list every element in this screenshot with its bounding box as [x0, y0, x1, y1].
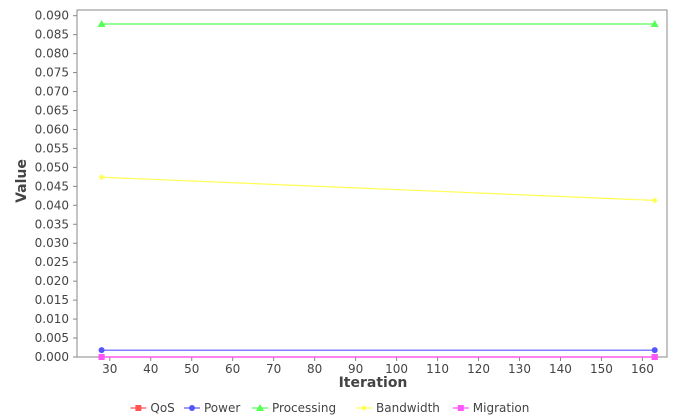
y-tick-label: 0.000 — [35, 350, 69, 364]
legend-label: Power — [204, 401, 240, 415]
plot-area — [76, 9, 668, 358]
legend-item-bandwidth: Bandwidth — [356, 401, 440, 415]
legend-label: Bandwidth — [376, 401, 440, 415]
y-tick-label: 0.060 — [35, 122, 69, 136]
y-tick-label: 0.040 — [35, 198, 69, 212]
data-point — [651, 197, 658, 204]
x-axis-ticks: 30 40 50 60 70 80 90 100 110 120 130 140 150 160 — [102, 357, 654, 376]
series-bandwidth — [98, 174, 658, 204]
data-point — [97, 20, 106, 28]
series-migration — [98, 354, 658, 360]
series-layer — [97, 20, 659, 360]
y-axis-ticks: 0.000 0.005 0.010 0.015 0.020 0.025 0.030 0.035… — [35, 9, 77, 364]
y-tick-label: 0.090 — [35, 9, 69, 23]
y-axis-title: Value — [14, 159, 30, 203]
x-tick-label: 140 — [549, 362, 572, 376]
data-point — [256, 404, 264, 411]
y-tick-label: 0.050 — [35, 160, 69, 174]
data-point — [98, 174, 105, 181]
y-tick-label: 0.010 — [35, 312, 69, 326]
x-axis-title: Iteration — [339, 375, 408, 391]
legend-label: QoS — [150, 401, 174, 415]
x-tick-label: 30 — [102, 362, 117, 376]
series-line — [101, 176, 655, 201]
legend-item-qos: QoS — [130, 401, 175, 415]
x-tick-label: 50 — [184, 362, 199, 376]
y-tick-label: 0.020 — [35, 274, 69, 288]
data-point — [135, 405, 142, 411]
x-tick-label: 130 — [508, 362, 531, 376]
legend-item-power: Power — [184, 401, 240, 415]
y-tick-label: 0.080 — [35, 47, 69, 61]
data-point — [98, 347, 105, 354]
data-point — [189, 405, 195, 411]
y-tick-label: 0.015 — [35, 293, 69, 307]
legend-item-processing: Processing — [252, 401, 336, 415]
y-tick-label: 0.005 — [35, 331, 69, 345]
legend-item-migration: Migration — [452, 401, 530, 415]
series-power — [98, 347, 658, 354]
y-tick-label: 0.045 — [35, 179, 69, 193]
y-tick-label: 0.065 — [35, 103, 69, 117]
x-tick-label: 70 — [266, 362, 281, 376]
x-tick-label: 40 — [143, 362, 158, 376]
x-tick-label: 160 — [631, 362, 654, 376]
x-tick-label: 80 — [307, 362, 322, 376]
x-tick-label: 120 — [467, 362, 490, 376]
legend-label: Processing — [272, 401, 336, 415]
x-tick-label: 150 — [590, 362, 613, 376]
data-point — [650, 20, 659, 28]
legend: QoS Power Processing Bandwidth Migration — [130, 401, 529, 415]
series-processing — [97, 20, 659, 28]
data-point — [361, 405, 367, 411]
data-point — [98, 354, 105, 360]
data-point — [457, 405, 464, 411]
data-point — [651, 354, 658, 360]
x-tick-label: 90 — [348, 362, 363, 376]
x-tick-label: 110 — [426, 362, 449, 376]
y-tick-label: 0.055 — [35, 141, 69, 155]
y-tick-label: 0.025 — [35, 255, 69, 269]
y-tick-label: 0.030 — [35, 236, 69, 250]
x-tick-label: 100 — [385, 362, 408, 376]
legend-label: Migration — [473, 401, 530, 415]
x-tick-label: 60 — [225, 362, 240, 376]
y-tick-label: 0.070 — [35, 85, 69, 99]
y-tick-label: 0.075 — [35, 66, 69, 80]
y-tick-label: 0.035 — [35, 217, 69, 231]
data-point — [651, 347, 658, 354]
y-tick-label: 0.085 — [35, 28, 69, 42]
